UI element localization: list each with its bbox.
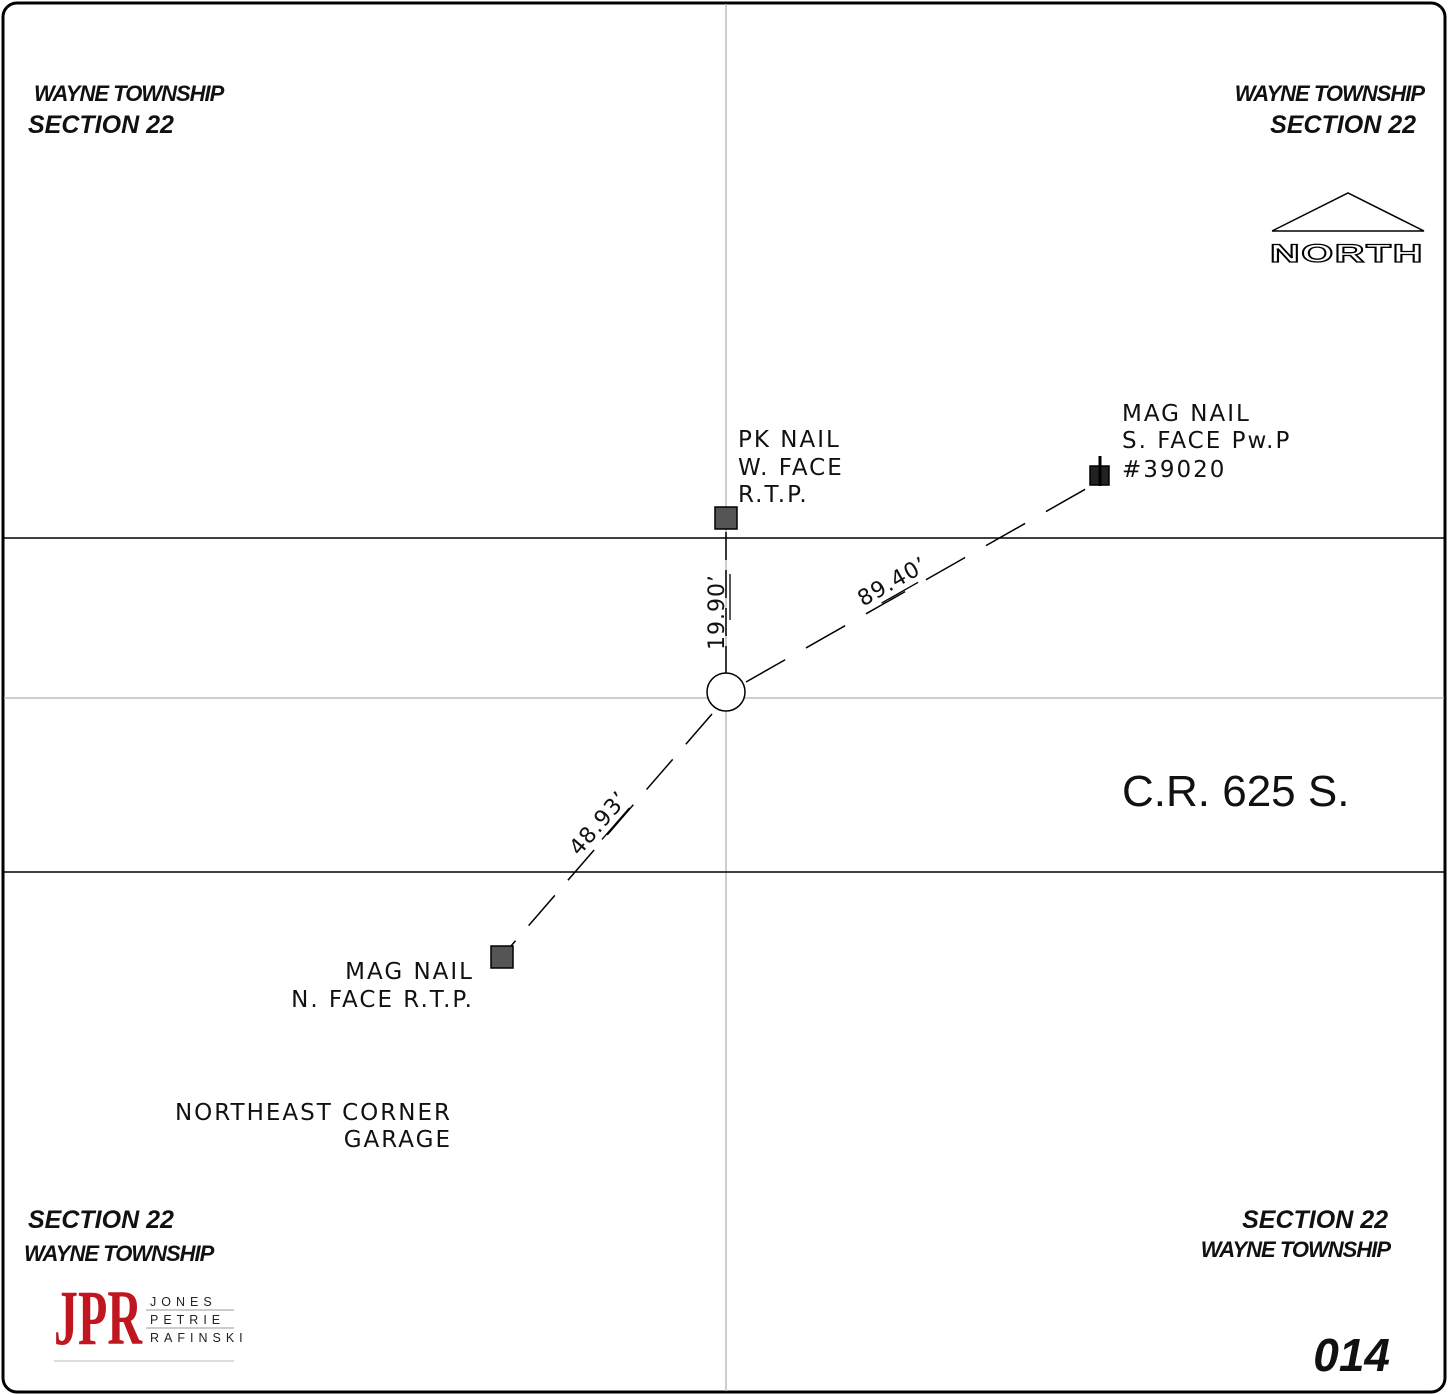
bottom-left-section: SECTION 22 <box>28 1206 174 1234</box>
garage-note-line2: GARAGE <box>344 1127 452 1153</box>
tie-distance-southwest-underline <box>601 807 631 840</box>
logo-name-rafinski: RAFINSKI <box>150 1331 248 1345</box>
bottom-right-township: WAYNE TOWNSHIP <box>1201 1237 1392 1262</box>
section-corner-monument <box>706 672 746 712</box>
mag-nail-sw-label-line2: N. FACE R.T.P. <box>291 987 474 1013</box>
bottom-right-section: SECTION 22 <box>1242 1206 1388 1234</box>
pk-nail-label-line3: R.T.P. <box>738 482 809 508</box>
mag-nail-ne-label-line1: MAG NAIL <box>1122 401 1251 427</box>
road-name: C.R. 625 S. <box>1122 767 1349 816</box>
mag-nail-sw-marker <box>490 945 514 969</box>
pk-nail-marker <box>714 506 738 530</box>
mag-nail-sw-label-line1: MAG NAIL <box>345 959 474 985</box>
top-right-township: WAYNE TOWNSHIP <box>1235 81 1426 106</box>
tie-line-southwest <box>503 713 713 955</box>
pk-nail-label-line2: W. FACE <box>738 455 844 481</box>
logo-name-petrie: PETRIE <box>150 1313 225 1327</box>
top-right-section: SECTION 22 <box>1270 111 1416 139</box>
logo-initials: JPR <box>54 1274 143 1361</box>
tie-distance-northeast: 89.40’ <box>854 553 932 612</box>
tie-distance-southwest: 48.93’ <box>565 787 634 861</box>
sheet-number: 014 <box>1313 1329 1390 1381</box>
pk-nail-label-line1: PK NAIL <box>738 427 841 453</box>
garage-note-line1: NORTHEAST CORNER <box>175 1100 452 1126</box>
north-arrow-label: NORTH <box>1270 240 1424 268</box>
logo-name-jones: JONES <box>150 1295 217 1309</box>
tie-line-northeast <box>745 481 1099 683</box>
top-left-township: WAYNE TOWNSHIP <box>34 81 225 106</box>
top-left-section: SECTION 22 <box>28 111 174 139</box>
mag-nail-ne-label-line3: #39020 <box>1122 457 1226 483</box>
tie-distance-north: 19.90’ <box>705 574 730 650</box>
tie-distance-northeast-underline <box>881 581 919 604</box>
bottom-left-township: WAYNE TOWNSHIP <box>24 1241 215 1266</box>
north-arrow: NORTH <box>1269 192 1425 269</box>
north-arrow-roof-icon <box>1271 192 1425 232</box>
mag-nail-ne-label-line2: S. FACE Pw.P <box>1122 428 1291 454</box>
company-logo: JPR JONES PETRIE RAFINSKI <box>54 1274 248 1362</box>
mag-nail-pole-marker <box>1089 456 1110 486</box>
